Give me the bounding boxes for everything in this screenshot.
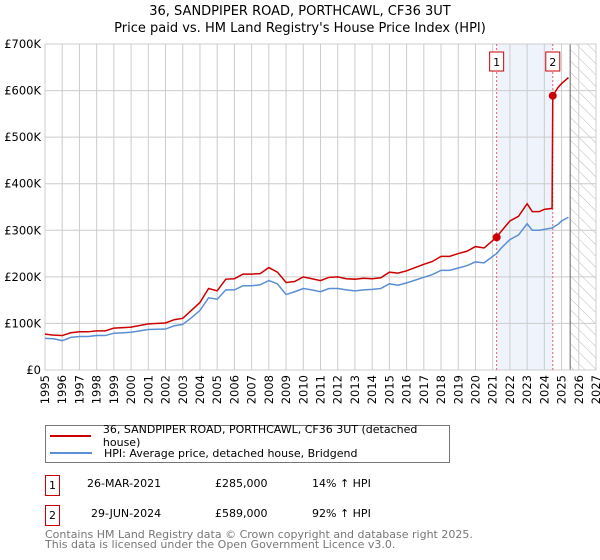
- x-tick-label: 2011: [314, 375, 328, 404]
- footer-line: This data is licensed under the Open Gov…: [45, 538, 396, 551]
- x-tick-label: 2010: [296, 375, 310, 404]
- sale-price: £285,000: [215, 477, 268, 490]
- footer: Contains HM Land Registry data © Crown c…: [45, 528, 473, 551]
- plot-frame: [44, 43, 597, 371]
- x-tick-label: 2027: [589, 375, 600, 404]
- sale-badge: 1: [45, 475, 60, 496]
- legend: 36, SANDPIPER ROAD, PORTHCAWL, CF36 3UT …: [45, 423, 450, 463]
- x-tick-label: 1998: [90, 375, 104, 404]
- sale-label-box: [489, 51, 505, 72]
- sale-point: [548, 91, 557, 100]
- legend-item-property: 36, SANDPIPER ROAD, PORTHCAWL, CF36 3UT …: [46, 423, 449, 449]
- x-tick-label: 2023: [520, 375, 534, 404]
- x-tick-label: 2022: [503, 375, 517, 404]
- x-tick-label: 2005: [210, 375, 224, 404]
- x-tick-label: 2017: [417, 375, 431, 404]
- x-tick-label: 2006: [227, 375, 241, 404]
- x-tick-label: 2014: [365, 375, 379, 404]
- chart-subtitle: Price paid vs. HM Land Registry's House …: [114, 21, 486, 36]
- y-tick-label: £700K: [4, 37, 41, 51]
- sale-point: [492, 233, 501, 242]
- x-tick-label: 1996: [55, 375, 69, 404]
- hpi-line: [44, 216, 569, 342]
- legend-label: 36, SANDPIPER ROAD, PORTHCAWL, CF36 3UT …: [102, 423, 418, 449]
- price-paid-line: [44, 76, 569, 337]
- y-tick-label: £300K: [4, 223, 41, 237]
- x-tick-label: 2021: [486, 375, 500, 404]
- y-tick-label: £600K: [4, 84, 41, 98]
- y-tick-label: £500K: [4, 130, 41, 144]
- x-tick-label: 2007: [245, 375, 259, 404]
- sale-label-box: [545, 51, 561, 72]
- sale-hpi-diff: 14% ↑ HPI: [312, 477, 371, 490]
- x-tick-label: 2019: [451, 375, 465, 404]
- x-tick-label: 2018: [434, 375, 448, 404]
- x-tick-label: 2013: [348, 375, 362, 404]
- x-tick-label: 1999: [107, 375, 121, 404]
- chart-title: 36, SANDPIPER ROAD, PORTHCAWL, CF36 3UT: [149, 4, 451, 19]
- y-tick-label: £400K: [4, 177, 41, 191]
- y-tick-label: £0: [26, 363, 41, 377]
- sale-date: 29-JUN-2024: [91, 507, 162, 520]
- x-tick-label: 1997: [72, 375, 86, 404]
- line-chart: 1995 1996 1997 1998 1999 2000 2001 2002 2003 2004…: [4, 37, 600, 404]
- forecast-hatch: [570, 44, 596, 370]
- x-tick-label: 2004: [193, 375, 207, 404]
- x-tick-label: 2003: [176, 375, 190, 404]
- x-tick-label: 1995: [38, 375, 52, 404]
- legend-label: HPI: Average price, detached house, Brid…: [104, 446, 358, 460]
- x-tick-label: 2025: [555, 375, 569, 404]
- x-tick-label: 2026: [572, 375, 586, 404]
- sale-hpi-diff: 92% ↑ HPI: [312, 507, 371, 520]
- x-tick-label: 2024: [537, 375, 551, 404]
- sale-label: 1: [493, 56, 500, 69]
- y-tick-label: £200K: [4, 270, 41, 284]
- legend-item-hpi: HPI: Average price, detached house, Brid…: [46, 445, 357, 461]
- footer-line: Contains HM Land Registry data © Crown c…: [45, 528, 473, 541]
- sale-label: 2: [549, 56, 556, 69]
- x-tick-label: 2009: [279, 375, 293, 404]
- legend-swatch-blue: [50, 452, 92, 454]
- x-tick-label: 2015: [382, 375, 396, 404]
- x-tick-label: 2002: [159, 375, 173, 404]
- x-tick-label: 2001: [141, 375, 155, 404]
- sale-price: £589,000: [215, 507, 268, 520]
- x-tick-label: 2000: [124, 375, 138, 404]
- y-tick-label: £100K: [4, 316, 41, 330]
- x-tick-label: 2020: [468, 375, 482, 404]
- x-tick-label: 2008: [262, 375, 276, 404]
- legend-swatch-red: [50, 435, 91, 437]
- sale-badge: 2: [45, 505, 60, 526]
- x-tick-label: 2012: [331, 375, 345, 404]
- sale-date: 26-MAR-2021: [87, 477, 162, 490]
- x-tick-label: 2016: [400, 375, 414, 404]
